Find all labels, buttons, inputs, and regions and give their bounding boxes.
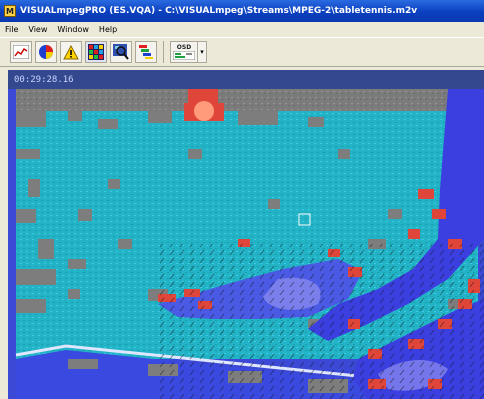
- motion-vectors: [158, 244, 484, 399]
- pie-chart-button[interactable]: [35, 41, 57, 63]
- selection-marker[interactable]: [298, 213, 311, 226]
- warning-button[interactable]: [60, 41, 82, 63]
- osd-button[interactable]: OSD: [170, 41, 198, 63]
- video-viewer: 00:29:28.16: [8, 70, 484, 399]
- stack-icon: [139, 45, 153, 59]
- toolbar: OSD ▾: [0, 37, 484, 67]
- warning-icon: [63, 44, 79, 59]
- macroblock-grid-button[interactable]: [85, 41, 107, 63]
- app-icon: M: [4, 5, 16, 17]
- menu-view[interactable]: View: [28, 24, 48, 34]
- magnifier-button[interactable]: [110, 41, 132, 63]
- macroblock-grid-icon: [88, 44, 104, 60]
- menu-bar: File View Window Help: [0, 22, 484, 36]
- pie-chart-icon: [39, 45, 53, 59]
- table-tennis-ball: [194, 101, 214, 121]
- menu-help[interactable]: Help: [98, 24, 118, 34]
- line-graph-button[interactable]: [10, 41, 32, 63]
- osd-dropdown[interactable]: ▾: [198, 41, 207, 63]
- menu-file[interactable]: File: [5, 24, 19, 34]
- osd-bars-icon: [173, 51, 195, 60]
- toolbar-separator: [163, 41, 164, 63]
- window-title: VISUALmpegPRO (ES.VQA) - C:\VISUALmpeg\S…: [20, 6, 418, 16]
- chevron-down-icon: ▾: [200, 48, 204, 56]
- osd-label: OSD: [176, 44, 192, 51]
- viewer-header: 00:29:28.16: [8, 70, 484, 89]
- timecode: 00:29:28.16: [14, 74, 74, 85]
- line-graph-icon: [13, 45, 29, 59]
- magnifier-icon: [113, 44, 129, 60]
- video-frame[interactable]: [8, 89, 484, 399]
- menu-window[interactable]: Window: [57, 24, 89, 34]
- title-bar: M VISUALmpegPRO (ES.VQA) - C:\VISUALmpeg…: [0, 0, 484, 22]
- stack-button[interactable]: [135, 41, 157, 63]
